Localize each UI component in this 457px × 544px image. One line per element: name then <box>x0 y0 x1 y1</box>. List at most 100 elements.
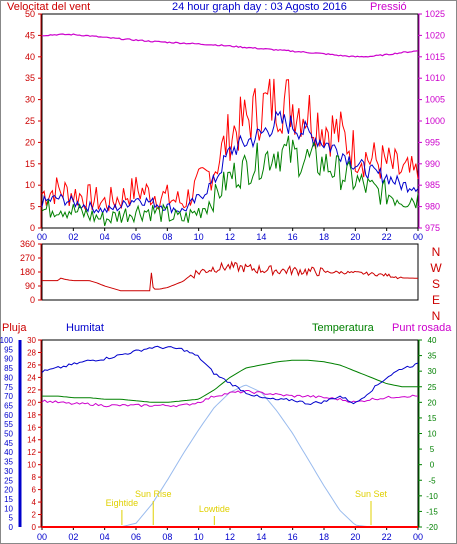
series-minimum <box>41 135 419 227</box>
climate-x-tick-label: 16 <box>288 532 298 542</box>
wind-x-tick-label: 08 <box>162 232 172 242</box>
wind-x-tick-label: 18 <box>319 232 329 242</box>
series-temperature <box>42 359 418 403</box>
rain-tick-label: 20 <box>4 486 13 495</box>
wind-x-tick-label: 10 <box>194 232 204 242</box>
rain-tick-label: 90 <box>4 355 13 364</box>
pressure-right-tick-label: 1025 <box>425 9 445 19</box>
climate-x-tick-label: 14 <box>256 532 266 542</box>
humidity-tick-label: 24 <box>27 373 36 382</box>
rain-tick-label: 60 <box>4 411 13 420</box>
rain-tick-label: 65 <box>4 401 13 410</box>
pressure-label: Pressió <box>370 1 407 13</box>
wind-x-tick-label: 00 <box>413 232 423 242</box>
pressure-right-tick-label: 985 <box>425 180 440 190</box>
pressure-right-tick-label: 980 <box>425 202 440 212</box>
wind-x-tick-label: 12 <box>225 232 235 242</box>
compass-label: N <box>432 309 441 323</box>
humidity-tick-label: 30 <box>27 336 36 345</box>
pressure-right-tick-label: 990 <box>425 159 440 169</box>
wind-left-tick-label: 15 <box>25 159 35 169</box>
climate-x-tick-label: 02 <box>68 532 78 542</box>
climate-series <box>41 345 419 528</box>
humidity-tick-label: 8 <box>32 473 37 482</box>
wind-x-tick-label: 04 <box>100 232 110 242</box>
rain-tick-label: 25 <box>4 476 13 485</box>
series-pressure <box>42 33 419 58</box>
climate-x-tick-label: 00 <box>413 532 423 542</box>
direction-left-tick-label: 90 <box>25 281 35 291</box>
wind-left-tick-label: 45 <box>25 30 35 40</box>
climate-x-tick-label: 04 <box>100 532 110 542</box>
wind-speed-label: Velocitat del vent <box>7 1 90 13</box>
chart-title: 24 hour graph day : 03 Agosto 2016 <box>172 1 347 13</box>
humidity-tick-label: 22 <box>27 386 36 395</box>
rain-tick-label: 10 <box>4 504 13 513</box>
humidity-tick-label: 4 <box>32 498 37 507</box>
wind-x-tick-label: 20 <box>350 232 360 242</box>
panel-wind-frame <box>41 13 419 229</box>
wind-left-tick-label: 20 <box>25 137 35 147</box>
temp-tick-label: 30 <box>428 367 437 376</box>
direction-left-tick-label: 180 <box>20 267 35 277</box>
wind-left-tick-label: 5 <box>30 202 35 212</box>
wind-axes: 0510152025303540455097598098599099510001… <box>25 9 445 242</box>
wind-x-tick-label: 16 <box>288 232 298 242</box>
annotation-label: Lowtide <box>199 504 230 514</box>
rain-tick-label: 5 <box>9 514 14 523</box>
series-gust <box>41 78 419 213</box>
rain-tick-label: 55 <box>4 420 13 429</box>
temp-tick-label: 35 <box>428 352 437 361</box>
wind-left-tick-label: 35 <box>25 73 35 83</box>
climate-annotations: Sun Rise Lowtide Sun Set Eightide <box>106 489 388 525</box>
humidity-tick-label: 16 <box>27 423 36 432</box>
temp-tick-label: 25 <box>428 383 437 392</box>
rain-tick-label: 15 <box>4 495 13 504</box>
wind-left-tick-label: 10 <box>25 180 35 190</box>
humidity-tick-label: 20 <box>27 398 36 407</box>
humidity-label: Humitat <box>66 322 104 334</box>
rain-tick-label: 40 <box>4 448 13 457</box>
temp-tick-label: -10 <box>426 492 438 501</box>
wind-x-tick-label: 02 <box>68 232 78 242</box>
temperature-label: Temperatura <box>312 322 375 334</box>
pressure-right-tick-label: 1010 <box>425 73 445 83</box>
temp-tick-label: 10 <box>428 430 437 439</box>
direction-left-tick-label: 360 <box>20 239 35 249</box>
rain-tick-label: 80 <box>4 373 13 382</box>
climate-x-tick-label: 00 <box>37 532 47 542</box>
pressure-right-tick-label: 1005 <box>425 95 445 105</box>
climate-x-tick-label: 20 <box>350 532 360 542</box>
temp-tick-label: 5 <box>430 445 435 454</box>
pressure-right-tick-label: 1000 <box>425 116 445 126</box>
climate-axes: 0510152025303540455055606570758085909510… <box>0 336 438 542</box>
rain-tick-label: 100 <box>0 336 14 345</box>
rain-tick-label: 75 <box>4 383 13 392</box>
climate-x-tick-label: 08 <box>162 532 172 542</box>
climate-x-tick-label: 06 <box>131 532 141 542</box>
series-average <box>41 110 419 215</box>
humidity-tick-label: 2 <box>32 511 37 520</box>
pressure-right-tick-label: 995 <box>425 137 440 147</box>
wind-left-tick-label: 30 <box>25 95 35 105</box>
climate-x-tick-label: 18 <box>319 532 329 542</box>
pressure-right-tick-label: 1015 <box>425 52 445 62</box>
series-dewpoint <box>41 390 419 408</box>
humidity-tick-label: 18 <box>27 411 36 420</box>
temp-tick-label: -20 <box>426 523 438 532</box>
temp-tick-label: 15 <box>428 414 437 423</box>
temp-tick-label: -15 <box>426 507 438 516</box>
humidity-tick-label: 12 <box>27 448 36 457</box>
compass-label: S <box>432 277 440 291</box>
climate-x-tick-label: 22 <box>382 532 392 542</box>
wind-series <box>41 33 419 227</box>
humidity-tick-label: 6 <box>32 486 37 495</box>
humidity-tick-label: 10 <box>27 461 36 470</box>
compass-label: W <box>430 261 442 275</box>
humidity-tick-label: 14 <box>27 436 36 445</box>
compass-label: N <box>432 245 441 259</box>
wind-left-tick-label: 50 <box>25 9 35 19</box>
rain-tick-label: 0 <box>9 523 14 532</box>
wind-left-tick-label: 0 <box>30 223 35 233</box>
